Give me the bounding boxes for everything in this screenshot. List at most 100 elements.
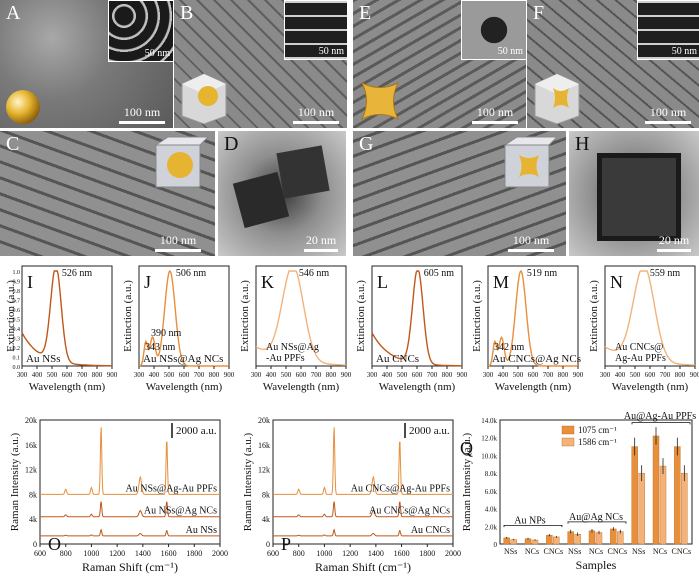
x-axis-label: Wavelength (nm): [29, 381, 106, 393]
x-tick-label: 700: [194, 371, 205, 379]
x-tick-label: NSs: [504, 547, 517, 556]
x-tick-label: CNCs: [672, 547, 692, 556]
peak-label: 605 nm: [424, 268, 455, 279]
y-tick-label: 8k: [29, 490, 37, 499]
scale-bar-label: 2000 a.u.: [409, 425, 450, 437]
x-tick-label: 2000: [212, 549, 228, 558]
y-tick-label: 10.0k: [481, 452, 497, 460]
gold-sphere-icon: [6, 90, 40, 124]
x-tick-label: 500: [164, 371, 175, 379]
group-label: Au@Ag-Au PPFs: [624, 411, 696, 422]
bar: [567, 531, 574, 545]
legend-label: 1586 cm⁻¹: [578, 437, 617, 447]
x-tick-label: 400: [149, 371, 160, 379]
peak-label: 343 nm: [145, 342, 176, 353]
bar: [681, 472, 688, 545]
bar: [652, 435, 660, 545]
panel-letter: N: [610, 272, 623, 292]
inset-tem: 50 nm: [461, 0, 526, 60]
x-tick-label: 1400: [135, 549, 151, 558]
x-tick-label: NSs: [632, 547, 645, 556]
panel-h-tem: H 20 nm: [569, 131, 699, 256]
bar: [546, 534, 553, 545]
scale-bar: 100 nm: [155, 233, 201, 252]
sample-label: Au CNCs: [376, 353, 419, 365]
x-tick-label: 900: [341, 371, 352, 379]
y-tick-label: 2.0k: [485, 523, 498, 531]
inset-scale-label: 50 nm: [144, 48, 170, 59]
x-tick-label: 700: [77, 371, 88, 379]
panel-b-sem: B 50 nm 100 nm: [174, 0, 347, 128]
y-tick-label: 0.0: [13, 365, 21, 371]
x-tick-label: 700: [311, 371, 322, 379]
plot-frame: [272, 419, 454, 545]
panel-letter: A: [6, 2, 21, 24]
bar: [617, 531, 624, 545]
bar: [553, 536, 560, 545]
ppf-cage-icon: [154, 136, 208, 188]
y-tick-label: 8k: [262, 490, 270, 499]
bar: [659, 465, 667, 545]
inset-tem: 50 nm: [108, 0, 173, 62]
scale-bar: 100 nm: [293, 105, 339, 124]
y-axis-label: Extinction (a.u.): [239, 280, 251, 352]
peak-label: 559 nm: [650, 268, 681, 279]
bar: [503, 537, 510, 545]
x-axis-label: Wavelength (nm): [379, 381, 456, 393]
panel-letter: F: [533, 2, 545, 24]
x-tick-label: 400: [266, 371, 277, 379]
x-axis-label: Raman Shift (cm⁻¹): [315, 560, 411, 574]
y-tick-label: 4k: [262, 515, 270, 524]
x-tick-label: 900: [690, 371, 699, 379]
panel-letter: J: [144, 272, 151, 292]
scale-bar: 100 nm: [508, 233, 554, 252]
inset-scale-label: 50 nm: [497, 46, 523, 57]
uv-chart-l: L 605 nm Au CNCs 300 400 500 600 700 800 900Wavel…: [355, 265, 468, 393]
spectrum-line: [255, 270, 347, 366]
group-bracket: [567, 521, 627, 524]
bar: [631, 446, 638, 545]
bar-chart-q: 0 2.0k 4.0k 6.0k 8.0k 10.0k 12.0k 14.0k NSs NCs CN…: [460, 411, 696, 572]
group-label: Au@Ag NCs: [569, 512, 623, 523]
series-label: Au NSs: [186, 525, 218, 536]
panel-letter: C: [6, 133, 20, 155]
y-tick-label: 0: [494, 541, 498, 549]
y-tick-label: 16k: [25, 441, 37, 450]
y-tick-label: 0.3: [13, 337, 21, 343]
y-tick-label: 16k: [258, 441, 270, 450]
raman-spectrum: [273, 427, 453, 495]
peak-label: 546 nm: [299, 268, 330, 279]
raman-spectrum: [40, 528, 220, 537]
panel-letter: H: [575, 133, 590, 155]
peak-label: 506 nm: [176, 268, 207, 279]
y-axis-label: Extinction (a.u.): [588, 280, 600, 352]
x-axis-label: Raman Shift (cm⁻¹): [82, 560, 178, 574]
concave-cube-icon: [360, 81, 400, 121]
panel-c-sem: C 100 nm: [0, 131, 215, 256]
y-axis-label: Extinction (a.u.): [471, 280, 483, 352]
panel-f-sem: F 50 nm 100 nm: [527, 0, 699, 128]
panel-letter: P: [281, 534, 291, 554]
x-tick-label: 500: [47, 371, 58, 379]
scale-bar: 20 nm: [657, 233, 691, 252]
spectrum-line: [371, 270, 462, 367]
x-tick-label: 2000: [445, 549, 461, 558]
panel-letter: B: [180, 2, 194, 24]
x-tick-label: 300: [134, 371, 145, 379]
x-tick-label: 600: [412, 371, 423, 379]
uv-chart-i: I 526 nm Au NSs 300 400 500 600 700 800 900Wavele…: [5, 265, 118, 393]
panel-letter: Q: [460, 438, 473, 458]
x-tick-label: CNCs: [608, 547, 628, 556]
legend-swatch: [561, 437, 575, 447]
raman-spectrum: [273, 528, 453, 537]
tem-particle: [597, 153, 681, 241]
sample-label: Au CNCs@Ag NCs: [492, 353, 581, 365]
spectrum-line: [21, 270, 112, 367]
x-tick-label: 900: [107, 371, 118, 379]
panel-e-sem: E 50 nm 100 nm: [353, 0, 526, 128]
x-tick-label: 700: [543, 371, 554, 379]
y-axis-label: Extinction (a.u.): [355, 280, 367, 352]
x-axis-label: Wavelength (nm): [612, 381, 689, 393]
